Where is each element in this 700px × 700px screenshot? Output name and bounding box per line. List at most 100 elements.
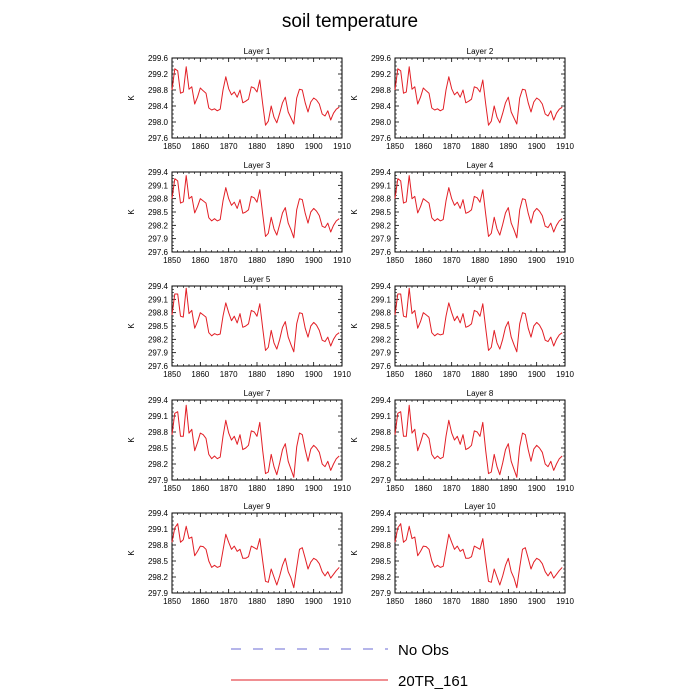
panel-title: Layer 6 (467, 275, 494, 284)
x-tick-label: 1850 (386, 142, 404, 151)
y-tick-label: 298.5 (371, 557, 392, 566)
y-tick-label: 298.5 (371, 444, 392, 453)
panel-title: Layer 7 (244, 389, 271, 398)
plot-frame (394, 512, 566, 594)
y-tick-label: 299.1 (371, 181, 392, 190)
panel-title: Layer 9 (244, 502, 271, 511)
x-tick-label: 1910 (556, 142, 574, 151)
y-tick-label: 297.6 (148, 248, 169, 257)
panel-layer-5: Layer 5 K 1850 1860 1870 1880 1890 1900 1910 297.… (127, 275, 351, 379)
x-tick-label: 1870 (443, 142, 461, 151)
y-tick-label: 299.1 (371, 525, 392, 534)
x-tick-label: 1870 (443, 597, 461, 606)
x-tick-label: 1850 (163, 597, 181, 606)
x-tick-label: 1850 (386, 484, 404, 493)
x-tick-label: 1880 (471, 256, 489, 265)
y-tick-label: 298.2 (148, 221, 169, 230)
x-tick-label: 1910 (333, 484, 351, 493)
plot-frame (171, 399, 343, 481)
x-tick-label: 1900 (528, 484, 546, 493)
series-line-20tr-161 (171, 523, 340, 589)
y-axis-label: K (127, 550, 136, 556)
y-tick-label: 298.8 (148, 428, 169, 437)
series-line-20tr-161 (171, 66, 340, 126)
y-tick-label: 298.8 (371, 86, 392, 95)
legend: No Obs 20TR_161 (231, 642, 468, 690)
y-tick-label: 297.6 (371, 362, 392, 371)
plot-frame (171, 512, 343, 594)
y-tick-label: 297.9 (148, 349, 169, 358)
x-tick-label: 1880 (471, 484, 489, 493)
x-tick-label: 1890 (276, 484, 294, 493)
panel-layer-10: Layer 10 K 1850 1860 1870 1880 1890 1900 1910 297… (350, 502, 574, 606)
y-tick-label: 298.2 (148, 460, 169, 469)
x-tick-label: 1890 (499, 370, 517, 379)
y-tick-label: 298.5 (371, 208, 392, 217)
y-tick-label: 298.8 (371, 541, 392, 550)
panel-layer-9: Layer 9 K 1850 1860 1870 1880 1890 1900 1910 297.… (127, 502, 351, 606)
y-tick-label: 299.2 (148, 70, 169, 79)
x-tick-label: 1900 (528, 142, 546, 151)
y-tick-label: 297.9 (371, 235, 392, 244)
y-axis-label: K (350, 437, 359, 443)
x-tick-label: 1850 (386, 256, 404, 265)
x-tick-label: 1870 (220, 597, 238, 606)
y-tick-label: 297.9 (371, 589, 392, 598)
y-tick-label: 299.1 (371, 412, 392, 421)
y-axis-label: K (350, 323, 359, 329)
panel-layer-7: Layer 7 K 1850 1860 1870 1880 1890 1900 1910 297.… (127, 389, 351, 493)
x-tick-label: 1870 (220, 484, 238, 493)
y-tick-label: 298.4 (148, 102, 169, 111)
x-tick-label: 1860 (191, 597, 209, 606)
y-tick-label: 298.2 (148, 335, 169, 344)
x-tick-label: 1850 (163, 256, 181, 265)
panel-title: Layer 2 (467, 47, 494, 56)
series-line-20tr-161 (171, 175, 340, 239)
series-line-20tr-161 (394, 175, 563, 239)
x-tick-label: 1860 (191, 142, 209, 151)
y-tick-label: 298.2 (371, 460, 392, 469)
y-tick-label: 298.8 (148, 309, 169, 318)
y-tick-label: 298.4 (371, 102, 392, 111)
y-tick-label: 298.8 (371, 309, 392, 318)
y-tick-label: 298.5 (148, 444, 169, 453)
x-tick-label: 1890 (276, 142, 294, 151)
x-tick-label: 1880 (248, 256, 266, 265)
y-tick-label: 298.8 (148, 195, 169, 204)
x-tick-label: 1860 (414, 597, 432, 606)
x-tick-label: 1910 (333, 142, 351, 151)
x-tick-label: 1910 (333, 256, 351, 265)
series-line-20tr-161 (394, 287, 563, 353)
x-tick-label: 1890 (276, 256, 294, 265)
y-tick-label: 297.9 (371, 349, 392, 358)
y-tick-label: 299.1 (148, 525, 169, 534)
x-tick-label: 1880 (248, 142, 266, 151)
x-tick-label: 1880 (248, 597, 266, 606)
y-tick-label: 298.5 (148, 557, 169, 566)
x-tick-label: 1870 (443, 256, 461, 265)
y-tick-label: 297.6 (148, 134, 169, 143)
y-tick-label: 299.1 (148, 412, 169, 421)
y-tick-label: 298.2 (371, 573, 392, 582)
panel-layer-4: Layer 4 K 1850 1860 1870 1880 1890 1900 1910 297.… (350, 161, 574, 265)
x-tick-label: 1860 (191, 256, 209, 265)
x-tick-label: 1860 (191, 484, 209, 493)
legend-no-obs-label: No Obs (398, 642, 449, 659)
y-tick-label: 297.6 (148, 362, 169, 371)
x-tick-label: 1910 (556, 256, 574, 265)
y-tick-label: 298.5 (148, 322, 169, 331)
y-tick-label: 298.2 (148, 573, 169, 582)
x-tick-label: 1900 (305, 256, 323, 265)
y-tick-label: 298.5 (148, 208, 169, 217)
x-tick-label: 1860 (414, 256, 432, 265)
x-tick-label: 1880 (471, 597, 489, 606)
x-tick-label: 1890 (499, 484, 517, 493)
y-tick-label: 299.4 (371, 509, 392, 518)
x-tick-label: 1860 (414, 484, 432, 493)
panel-layer-1: Layer 1 K 1850 1860 1870 1880 1890 1900 1910 297.… (127, 47, 351, 151)
y-axis-label: K (350, 550, 359, 556)
x-tick-label: 1880 (471, 370, 489, 379)
x-tick-label: 1860 (191, 370, 209, 379)
x-tick-label: 1870 (220, 142, 238, 151)
